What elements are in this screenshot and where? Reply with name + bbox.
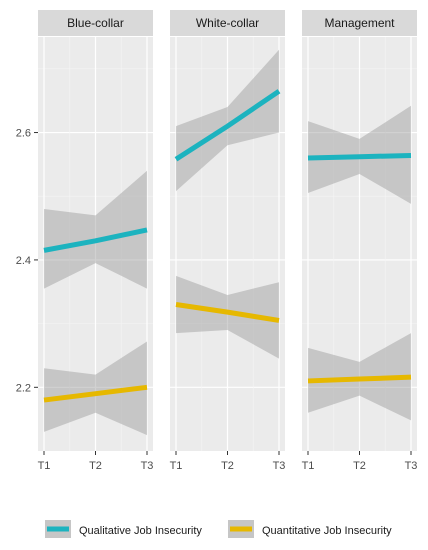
x-tick-label: T1: [170, 460, 183, 472]
legend: Qualitative Job Insecurity Quantitative J…: [45, 520, 392, 538]
x-tick-label: T1: [38, 460, 51, 472]
series-line: [43, 384, 148, 403]
facet-strip-label: Management: [324, 16, 395, 30]
facet-panel: Blue-collar T1 T2 T3: [38, 10, 154, 472]
facet-strip: [302, 10, 417, 36]
facet-strip: [170, 10, 285, 36]
confidence-band: [176, 275, 279, 359]
x-tick-label: T1: [302, 460, 315, 472]
legend-item: Quantitative Job Insecurity: [228, 520, 392, 538]
series-line: [175, 302, 280, 323]
x-tick-label: T3: [405, 460, 418, 472]
legend-label: Quantitative Job Insecurity: [262, 525, 392, 537]
series-line: [307, 152, 412, 161]
series-line: [174, 89, 281, 162]
confidence-band: [44, 170, 147, 289]
legend-item: Qualitative Job Insecurity: [45, 520, 202, 538]
legend-label: Qualitative Job Insecurity: [79, 525, 202, 537]
facet-strip: [38, 10, 153, 36]
series-line: [43, 227, 148, 253]
facet-panel: Management T1 T2 T3: [302, 10, 418, 472]
x-tick-label: T3: [273, 460, 286, 472]
x-tick-label: T3: [141, 460, 154, 472]
y-tick-label: 2.4: [16, 255, 31, 267]
x-tick-label: T2: [89, 460, 102, 472]
facet-strip-label: White-collar: [196, 16, 259, 30]
x-tick-label: T2: [353, 460, 366, 472]
y-axis: 2.2 2.4 2.6: [16, 128, 38, 394]
confidence-band: [176, 49, 279, 192]
y-tick-label: 2.6: [16, 128, 31, 140]
x-tick-label: T2: [221, 460, 234, 472]
facet-panel: White-collar T1 T2 T3: [170, 10, 286, 472]
y-tick-label: 2.2: [16, 382, 31, 394]
series-line: [307, 374, 412, 384]
facet-strip-label: Blue-collar: [67, 16, 124, 30]
confidence-band: [44, 341, 147, 436]
